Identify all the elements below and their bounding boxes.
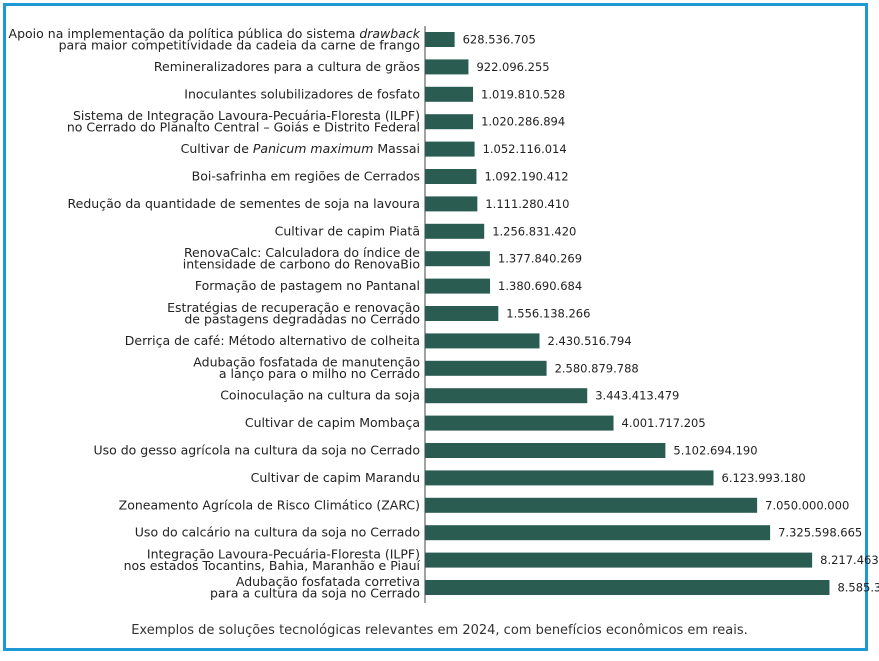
bar-value-label: 1.380.690.684 xyxy=(498,279,582,293)
category-label: Cultivar de capim Marandu xyxy=(251,470,420,485)
category-label: Redução da quantidade de sementes de soj… xyxy=(68,196,420,211)
chart-caption: Exemplos de soluções tecnológicas releva… xyxy=(131,623,748,638)
bar-value-label: 3.443.413.479 xyxy=(595,389,679,403)
chart-frame xyxy=(3,3,868,651)
bar xyxy=(425,497,758,513)
category-label: Remineralizadores para a cultura de grão… xyxy=(154,59,420,74)
category-label: nos estados Tocantins, Bahia, Maranhão e… xyxy=(124,558,421,573)
bar-value-label: 1.092.190.412 xyxy=(484,170,568,184)
category-label: Adubação fosfatada de manutenção xyxy=(193,355,420,370)
bar-value-label: 1.256.831.420 xyxy=(492,224,576,238)
category-label: Derriça de café: Método alternativo de c… xyxy=(125,333,420,348)
category-label: Boi-safrinha em regiões de Cerrados xyxy=(192,169,420,184)
bar-value-label: 1.019.810.528 xyxy=(481,87,565,101)
category-label: RenovaCalc: Calculadora do índice de xyxy=(184,245,420,260)
category-label: Uso do calcário na cultura da soja no Ce… xyxy=(135,525,420,540)
bar xyxy=(425,59,469,75)
bar-value-label: 5.102.694.190 xyxy=(673,444,757,458)
bar-value-label: 628.536.705 xyxy=(463,33,536,47)
category-label: para a cultura da soja no Cerrado xyxy=(210,585,420,600)
bar xyxy=(425,580,830,595)
bar-value-label: 8.217.463.034 xyxy=(820,553,879,567)
bar-value-label: 1.052.116.014 xyxy=(483,142,567,156)
category-label: Apoio na implementação da política públi… xyxy=(9,26,421,41)
bar xyxy=(425,278,491,294)
category-label: Sistema de Integração Lavoura-Pecuária-F… xyxy=(73,108,420,123)
bar xyxy=(425,333,540,349)
bar-value-label: 922.096.255 xyxy=(476,60,549,74)
bar-value-label: 7.050.000.000 xyxy=(765,498,849,512)
category-label: de pastagens degradadas no Cerrado xyxy=(184,311,420,326)
bar-value-label: 1.556.138.266 xyxy=(506,307,590,321)
bar xyxy=(425,251,490,267)
bar xyxy=(425,114,474,130)
bar-value-label: 1.111.280.410 xyxy=(485,197,569,211)
category-label: Inoculantes solubilizadores de fosfato xyxy=(184,86,420,101)
bar xyxy=(425,525,771,541)
bar xyxy=(425,552,813,568)
bar xyxy=(425,86,474,102)
bar-value-label: 8.585.315.845 xyxy=(837,581,879,595)
bar xyxy=(425,223,485,239)
category-label: Zoneamento Agrícola de Risco Climático (… xyxy=(119,497,420,512)
bar-value-label: 6.123.993.180 xyxy=(722,471,806,485)
bar xyxy=(425,306,499,321)
bar-value-label: 7.325.598.665 xyxy=(778,526,862,540)
bar xyxy=(425,196,478,212)
category-label: Cultivar de Panicum maximum Massai xyxy=(181,141,420,156)
bar-value-label: 1.020.286.894 xyxy=(481,115,565,129)
bar xyxy=(425,470,714,486)
bar xyxy=(425,443,666,458)
category-label: Cultivar de capim Mombaça xyxy=(245,415,420,430)
bar-value-label: 2.580.879.788 xyxy=(555,361,639,375)
category-label: para maior competitividade da cadeia da … xyxy=(59,37,420,52)
category-label: Formação de pastagem no Pantanal xyxy=(195,278,420,293)
category-label: Integração Lavoura-Pecuária-Floresta (IL… xyxy=(147,546,420,561)
bar xyxy=(425,32,455,47)
category-label: Uso do gesso agrícola na cultura da soja… xyxy=(93,443,420,458)
category-label: Adubação fosfatada corretiva xyxy=(236,574,420,589)
bar xyxy=(425,388,588,404)
category-label: Estratégias de recuperação e renovação xyxy=(167,300,420,315)
bar xyxy=(425,360,547,376)
category-label: a lanço para o milho no Cerrado xyxy=(219,366,420,381)
bar-value-label: 2.430.516.794 xyxy=(548,334,632,348)
bar xyxy=(425,141,475,157)
bar xyxy=(425,415,614,431)
category-label: intensidade de carbono do RenovaBio xyxy=(183,256,420,271)
bar-value-label: 1.377.840.269 xyxy=(498,252,582,266)
category-label: Cultivar de capim Piatã xyxy=(275,223,420,238)
bar xyxy=(425,169,477,184)
category-label: no Cerrado do Planalto Central – Goiás e… xyxy=(67,119,420,134)
bar-value-label: 4.001.717.205 xyxy=(622,416,706,430)
category-label: Coinoculação na cultura da soja xyxy=(220,388,420,403)
